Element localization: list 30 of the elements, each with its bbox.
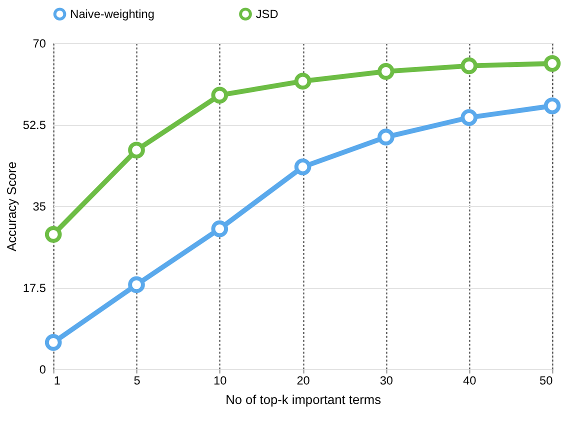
point	[460, 109, 478, 126]
legend-label: Naive-weighting	[70, 7, 154, 22]
point	[211, 220, 228, 238]
y-tick-label: 35	[32, 199, 46, 214]
x-tick-label: 1	[54, 373, 61, 388]
x-tick-label: 5	[134, 373, 141, 388]
x-tick-label: 30	[380, 373, 394, 388]
point	[378, 128, 394, 146]
x-tick-label: 50	[540, 373, 554, 388]
point	[544, 97, 561, 114]
y-tick-label: 17.5	[22, 280, 46, 295]
point	[44, 334, 62, 351]
y-axis-title: Accuracy Score	[4, 162, 19, 252]
point	[44, 226, 62, 243]
x-tick-label: 40	[462, 373, 477, 388]
point	[211, 86, 228, 104]
y-tick-label: 52.5	[22, 118, 46, 132]
y-tick-label: 70	[32, 36, 46, 50]
point	[294, 158, 312, 176]
y-tick-label: 0	[39, 362, 46, 376]
legend-label: JSD	[256, 7, 278, 22]
point	[378, 63, 394, 80]
point	[544, 55, 561, 72]
x-axis-title: No of top-k important terms	[226, 392, 381, 408]
point	[294, 72, 312, 90]
x-tick-label: 20	[296, 373, 310, 388]
point	[460, 57, 478, 74]
point	[128, 276, 145, 294]
point	[128, 142, 145, 159]
x-tick-label: 10	[214, 373, 228, 388]
